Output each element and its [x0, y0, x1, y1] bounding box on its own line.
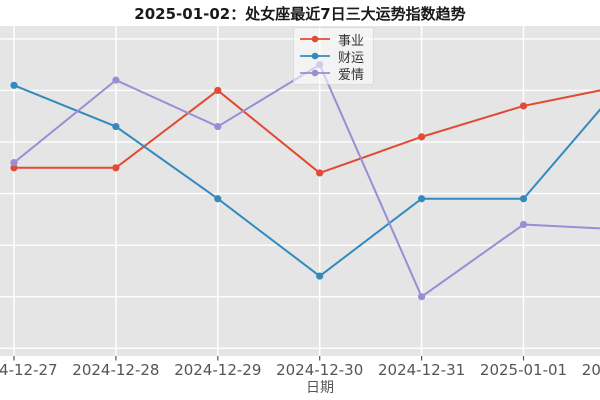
- series-love-point: [10, 159, 18, 167]
- series-wealth-point: [214, 195, 222, 203]
- chart-title: 2025-01-02：处女座最近7日三大运势指数趋势: [134, 5, 466, 23]
- series-wealth-point: [519, 195, 528, 203]
- series-career-point: [418, 133, 426, 141]
- legend-item-love: 爱情: [299, 65, 365, 83]
- series-career-point: [214, 86, 222, 95]
- legend-item-career: 事业: [299, 31, 365, 49]
- x-axis-label: 日期: [306, 380, 334, 396]
- legend-love-line-icon: [300, 69, 330, 77]
- series-wealth-point: [418, 195, 426, 203]
- series-career-point: [519, 102, 528, 110]
- series-career-point: [316, 169, 324, 177]
- series-career-point: [10, 164, 18, 172]
- legend-label-wealth: 财运: [338, 50, 365, 66]
- series-love-point: [519, 220, 528, 229]
- legend-label-career: 事业: [338, 33, 365, 49]
- series-wealth-point: [112, 122, 120, 131]
- series-wealth-point: [10, 81, 18, 89]
- x-tick-label: 2024-12-30: [276, 361, 363, 379]
- x-tick-label: 2025-01-01: [480, 361, 567, 379]
- series-career-point: [112, 164, 120, 172]
- x-tick-label: 2024-12-31: [378, 361, 465, 379]
- x-tick-label: 2024-12-28: [72, 361, 159, 379]
- legend-wealth-line-icon: [300, 52, 330, 60]
- series-love-point: [112, 76, 120, 84]
- series-love-point: [214, 122, 222, 131]
- series-wealth-point: [316, 272, 324, 280]
- legend: 事业 财运 爱情: [293, 27, 375, 85]
- legend-label-love: 爱情: [338, 67, 365, 83]
- legend-career-line-icon: [300, 35, 330, 43]
- series-love-point: [418, 293, 426, 301]
- legend-item-wealth: 财运: [299, 48, 365, 66]
- x-tick-label: 2024-12-27: [0, 361, 58, 379]
- x-tick-label: 2024-12-29: [174, 361, 261, 379]
- x-tick-label: 2025-01-02: [582, 361, 600, 379]
